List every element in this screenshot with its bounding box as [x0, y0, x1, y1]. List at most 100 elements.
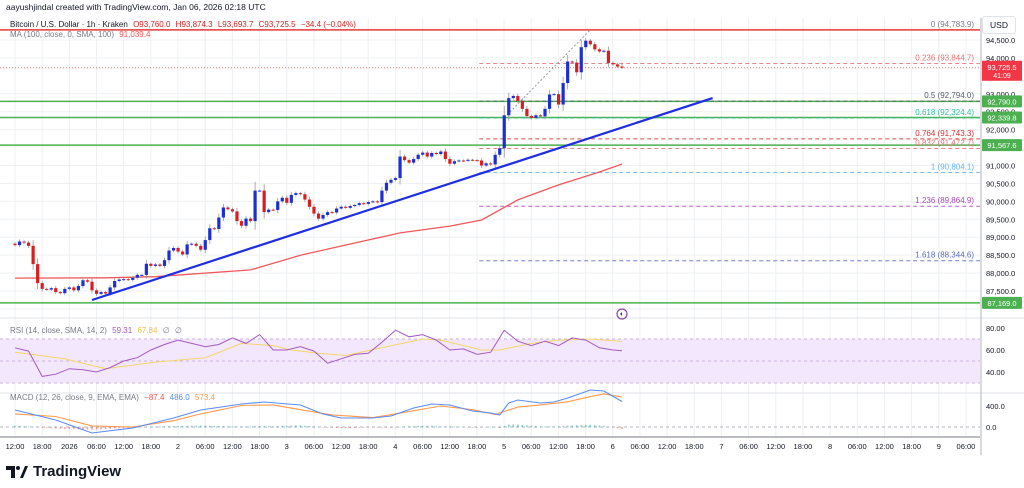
candles — [13, 38, 624, 297]
candle-up — [76, 283, 81, 293]
candle-down — [611, 61, 615, 66]
candle-up — [466, 158, 470, 163]
macd-histogram-bar — [104, 427, 107, 430]
macd-label[interactable]: MACD (12, 26, close, 9, EMA, EMA) — [10, 393, 139, 402]
macd-histogram-bar — [68, 427, 71, 429]
time-axis-label: 06:00 — [739, 442, 758, 451]
candle-down — [94, 288, 99, 296]
macd-histogram-bar — [18, 425, 21, 428]
candle-body — [557, 94, 561, 105]
candle-body — [470, 159, 475, 161]
candle-body — [339, 206, 343, 209]
candle-body — [611, 62, 615, 65]
macd-histogram-bar — [326, 427, 329, 428]
candle-body — [153, 264, 158, 266]
candle-down — [344, 205, 348, 210]
macd-histogram-bar — [109, 427, 111, 429]
ma-label[interactable]: MA (100, close, 0, SMA, 100) — [10, 30, 115, 39]
rsi-label[interactable]: RSI (14, close, SMA, 14, 2) — [10, 326, 107, 335]
candle-body — [280, 197, 284, 202]
macd-histogram-bar — [390, 427, 392, 428]
fib-level-label: 1.618 (88,344.6) — [915, 251, 974, 260]
candle-down — [226, 205, 230, 211]
tradingview-logo[interactable]: TradingView — [6, 463, 121, 480]
candle-body — [353, 204, 357, 207]
macd-histogram-bar — [594, 425, 596, 428]
candle-down — [45, 287, 49, 291]
price-labels: 92,790.0 92,339.8 91,567.6 87,169.0 93,725.5… — [0, 27, 1022, 309]
candle-body — [72, 287, 76, 291]
macd-histogram-bar — [440, 426, 442, 428]
candle-body — [253, 190, 257, 222]
candle-body — [330, 212, 334, 214]
candle-down — [448, 156, 452, 166]
candle-body — [94, 290, 99, 294]
candle-up — [221, 203, 225, 222]
macd-histogram-bar — [91, 427, 93, 430]
trendline — [91, 97, 713, 320]
candle-down — [570, 60, 574, 64]
candle-body — [22, 241, 26, 243]
trendline — [91, 97, 713, 302]
candle-up — [162, 257, 167, 269]
candle-body — [135, 274, 139, 278]
currency-button[interactable]: USD — [982, 16, 1016, 34]
macd-histogram-bar — [281, 425, 284, 428]
macd-histogram-bar — [195, 425, 197, 428]
price-axis-label: 88,000.0 — [986, 269, 1015, 278]
candle-up — [357, 201, 361, 207]
candle-down — [475, 158, 479, 162]
macd-histogram-bar — [358, 427, 361, 428]
candle-down — [303, 191, 307, 202]
candle-down — [230, 207, 235, 214]
rsi-axis-label: 60.00 — [986, 346, 1005, 355]
candle-up — [153, 263, 158, 268]
candle-up — [507, 92, 511, 121]
macd-histogram-bar — [458, 426, 460, 428]
candle-body — [113, 280, 117, 288]
price-axis-label: 89,500.0 — [986, 215, 1015, 224]
candle-up — [502, 105, 506, 158]
main-legend: Bitcoin / U.S. Dollar · 1h · Kraken O93,… — [10, 20, 359, 29]
candle-body — [561, 83, 565, 105]
candle-down — [529, 114, 534, 120]
macd-histogram-bar — [521, 424, 524, 428]
candle-up — [280, 195, 284, 204]
candle-up — [171, 246, 176, 253]
chart-reset-icon[interactable] — [616, 308, 628, 320]
macd-histogram-bar — [213, 425, 216, 428]
candle-up — [371, 200, 375, 204]
macd-histogram-bar — [159, 426, 161, 428]
candle-body — [439, 151, 443, 155]
candle-down — [239, 218, 244, 228]
time-axis-label: 12:00 — [549, 442, 568, 451]
candle-down — [194, 242, 198, 248]
candle-down — [90, 278, 94, 294]
time-axis-label: 3 — [285, 442, 289, 451]
macd-histogram-bar — [471, 427, 474, 428]
candle-up — [547, 89, 552, 114]
macd-histogram-bar — [335, 427, 338, 428]
candle-body — [538, 115, 543, 117]
candle-body — [593, 44, 597, 50]
chart-reset-icon-circle — [616, 308, 628, 320]
candle-up — [384, 179, 389, 194]
macd-histogram-bar — [240, 426, 243, 428]
macd-axis-label: 400.0 — [986, 402, 1005, 411]
symbol-label[interactable]: Bitcoin / U.S. Dollar · 1h · Kraken — [10, 20, 128, 29]
candle-body — [584, 40, 588, 48]
candle-down — [176, 246, 180, 254]
candle-body — [171, 247, 176, 251]
macd-histogram-bar — [27, 426, 30, 428]
candle-body — [58, 292, 62, 294]
candle-body — [36, 264, 40, 284]
candle-down — [615, 62, 620, 69]
candle-body — [547, 94, 552, 109]
time-axis-label: 12:00 — [6, 442, 25, 451]
time-axis-label: 06:00 — [87, 442, 106, 451]
candle-up — [380, 186, 384, 207]
candle-up — [353, 203, 357, 208]
candle-up — [457, 159, 461, 163]
price-label-text: 87,169.0 — [987, 299, 1016, 308]
